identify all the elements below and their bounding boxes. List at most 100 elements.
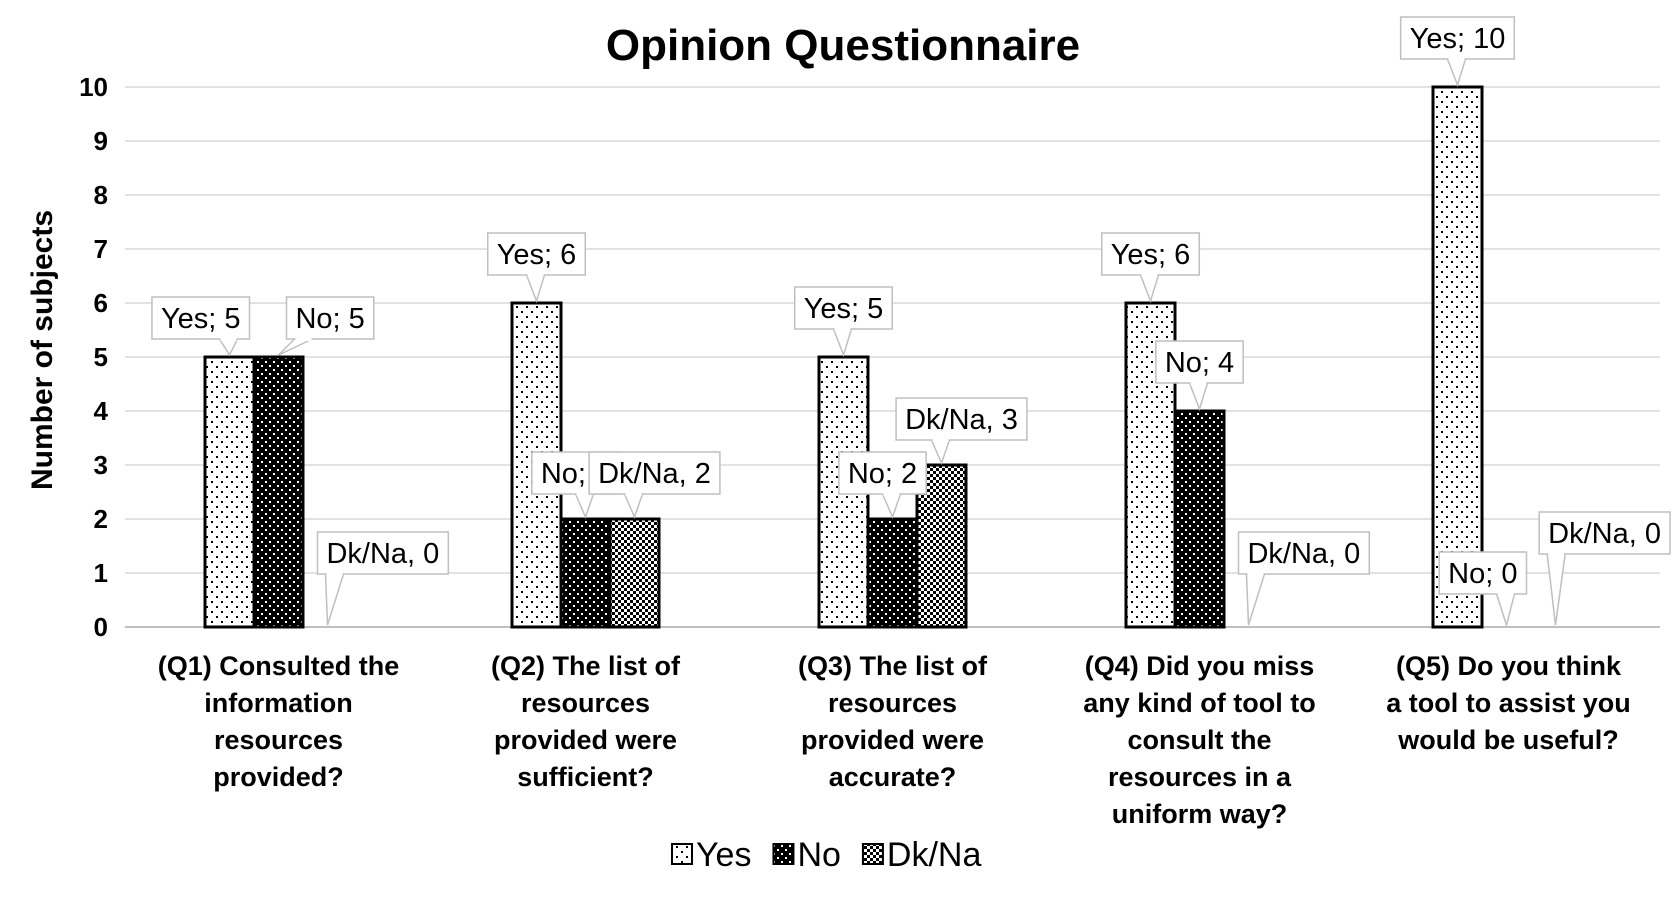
callout-joint [295,337,312,341]
legend-label: Dk/Na [887,836,982,874]
x-category-label: resources [521,688,650,718]
callout-box [895,397,1028,441]
y-tick-label: 10 [79,72,108,102]
x-category-label: (Q4) Did you miss [1085,651,1315,681]
callout-pointer [1495,593,1516,628]
callout-joint [1548,552,1565,556]
x-category-label: would be useful? [1397,725,1619,755]
data-label-callout: No; 0 [1438,551,1528,628]
data-label: Yes; 5 [804,293,884,325]
data-label-callout: Dk/Na, 3 [895,397,1028,466]
bar-no-q2 [559,517,612,629]
data-label: Dk/Na, 2 [598,458,711,490]
callout-box [1155,340,1244,384]
data-label: Yes; 5 [161,303,241,335]
callout-pointer [525,274,546,304]
data-label: Dk/Na, 0 [326,538,439,570]
callout-pointer [881,493,902,520]
data-label: Dk/Na, 3 [905,404,1018,436]
data-label-callout: No; 2 [838,451,927,520]
callout-box [1399,16,1516,60]
data-label-callout: Yes; 5 [793,286,894,358]
data-label-callout: Dk/Na, 0 [1237,531,1371,626]
callout-joint [1141,273,1158,277]
y-tick-label: 4 [94,396,109,426]
data-label-callout: Dk/Na, 0 [316,531,450,626]
bar-yes-q5 [1431,85,1484,629]
callout-joint [932,438,949,442]
data-label: No; 5 [295,303,364,335]
callout-box [1237,531,1371,575]
y-tick-label: 0 [94,612,108,642]
data-label: Dk/Na, 0 [1247,538,1360,570]
y-axis-ticks: 0 1 2 3 4 5 6 7 8 9 10 [79,72,108,642]
data-label-callout: No; 4 [1155,340,1244,412]
data-label: Yes; 6 [497,239,577,271]
callout-pointer [930,439,951,466]
callout-pointer [1139,274,1160,304]
callout-pointer [1245,573,1266,626]
bar-no-q3 [866,517,919,629]
chart-title: Opinion Questionnaire [606,21,1080,70]
legend-swatch [861,843,884,865]
callout-box [285,296,375,340]
x-category-label: provided were [494,725,677,755]
bar-no-q1 [252,355,305,629]
y-axis-label: Number of subjects [26,210,59,490]
callout-pointer [218,338,239,357]
x-category-label: consult the [1127,725,1271,755]
x-category-label: sufficient? [517,762,654,792]
x-category-label: provided were [801,725,984,755]
bar-dkna-q3 [915,463,968,629]
callout-box [838,451,927,495]
x-category-label: provided? [213,762,344,792]
data-label: No; 2 [848,458,917,490]
x-category-label: any kind of tool to [1083,688,1315,718]
x-category-label: resources [828,688,957,718]
data-label: No; 0 [1448,558,1517,590]
data-label-callout: No; 5 [277,296,375,356]
callout-joint [1190,381,1207,385]
callout-joint [326,572,343,576]
x-category-label: accurate? [829,762,957,792]
bar-dkna-q2 [608,517,661,629]
callout-pointer [1446,58,1467,88]
data-label: No; 4 [1165,347,1234,379]
y-tick-label: 1 [94,558,108,588]
callout-joint [1448,57,1465,61]
y-tick-label: 9 [94,126,108,156]
callout-joint [834,327,851,331]
data-label: Yes; 6 [1111,239,1191,271]
x-category-label: (Q3) The list of [798,651,988,681]
legend-label: Yes [696,836,751,874]
data-label-callout: Dk/Na, 2 [588,451,721,520]
callout-box [1438,551,1528,595]
x-category-label: resources [214,725,343,755]
callout-pointer [623,493,644,520]
callout-box [486,232,587,276]
x-axis-labels: (Q1) Consulted the information resources pr… [158,651,1631,829]
legend-label: No [797,836,840,874]
data-label-callout: Dk/Na, 0 [1538,511,1671,626]
callout-pointer [324,573,345,626]
data-label-callout: Yes; 6 [1100,232,1201,304]
legend: Yes No Dk/Na [671,836,982,874]
callout-pointer [1546,553,1567,626]
callout-joint [527,273,544,277]
data-label-callout: Yes; 6 [486,232,587,304]
data-label: Dk/Na, 0 [1548,518,1661,550]
y-tick-label: 2 [94,504,108,534]
callout-joint [220,337,237,341]
data-label-callout: Yes; 5 [151,296,251,357]
callout-joint [883,492,900,496]
callout-joint [1247,572,1264,576]
callout-joint [625,492,642,496]
data-label-callout: Yes; 10 [1399,16,1516,88]
y-tick-label: 7 [94,234,108,264]
callout-box [316,531,450,575]
x-category-label: (Q2) The list of [491,651,681,681]
callout-box [151,296,251,340]
callout-joint [1497,592,1514,596]
callout-box [588,451,721,495]
